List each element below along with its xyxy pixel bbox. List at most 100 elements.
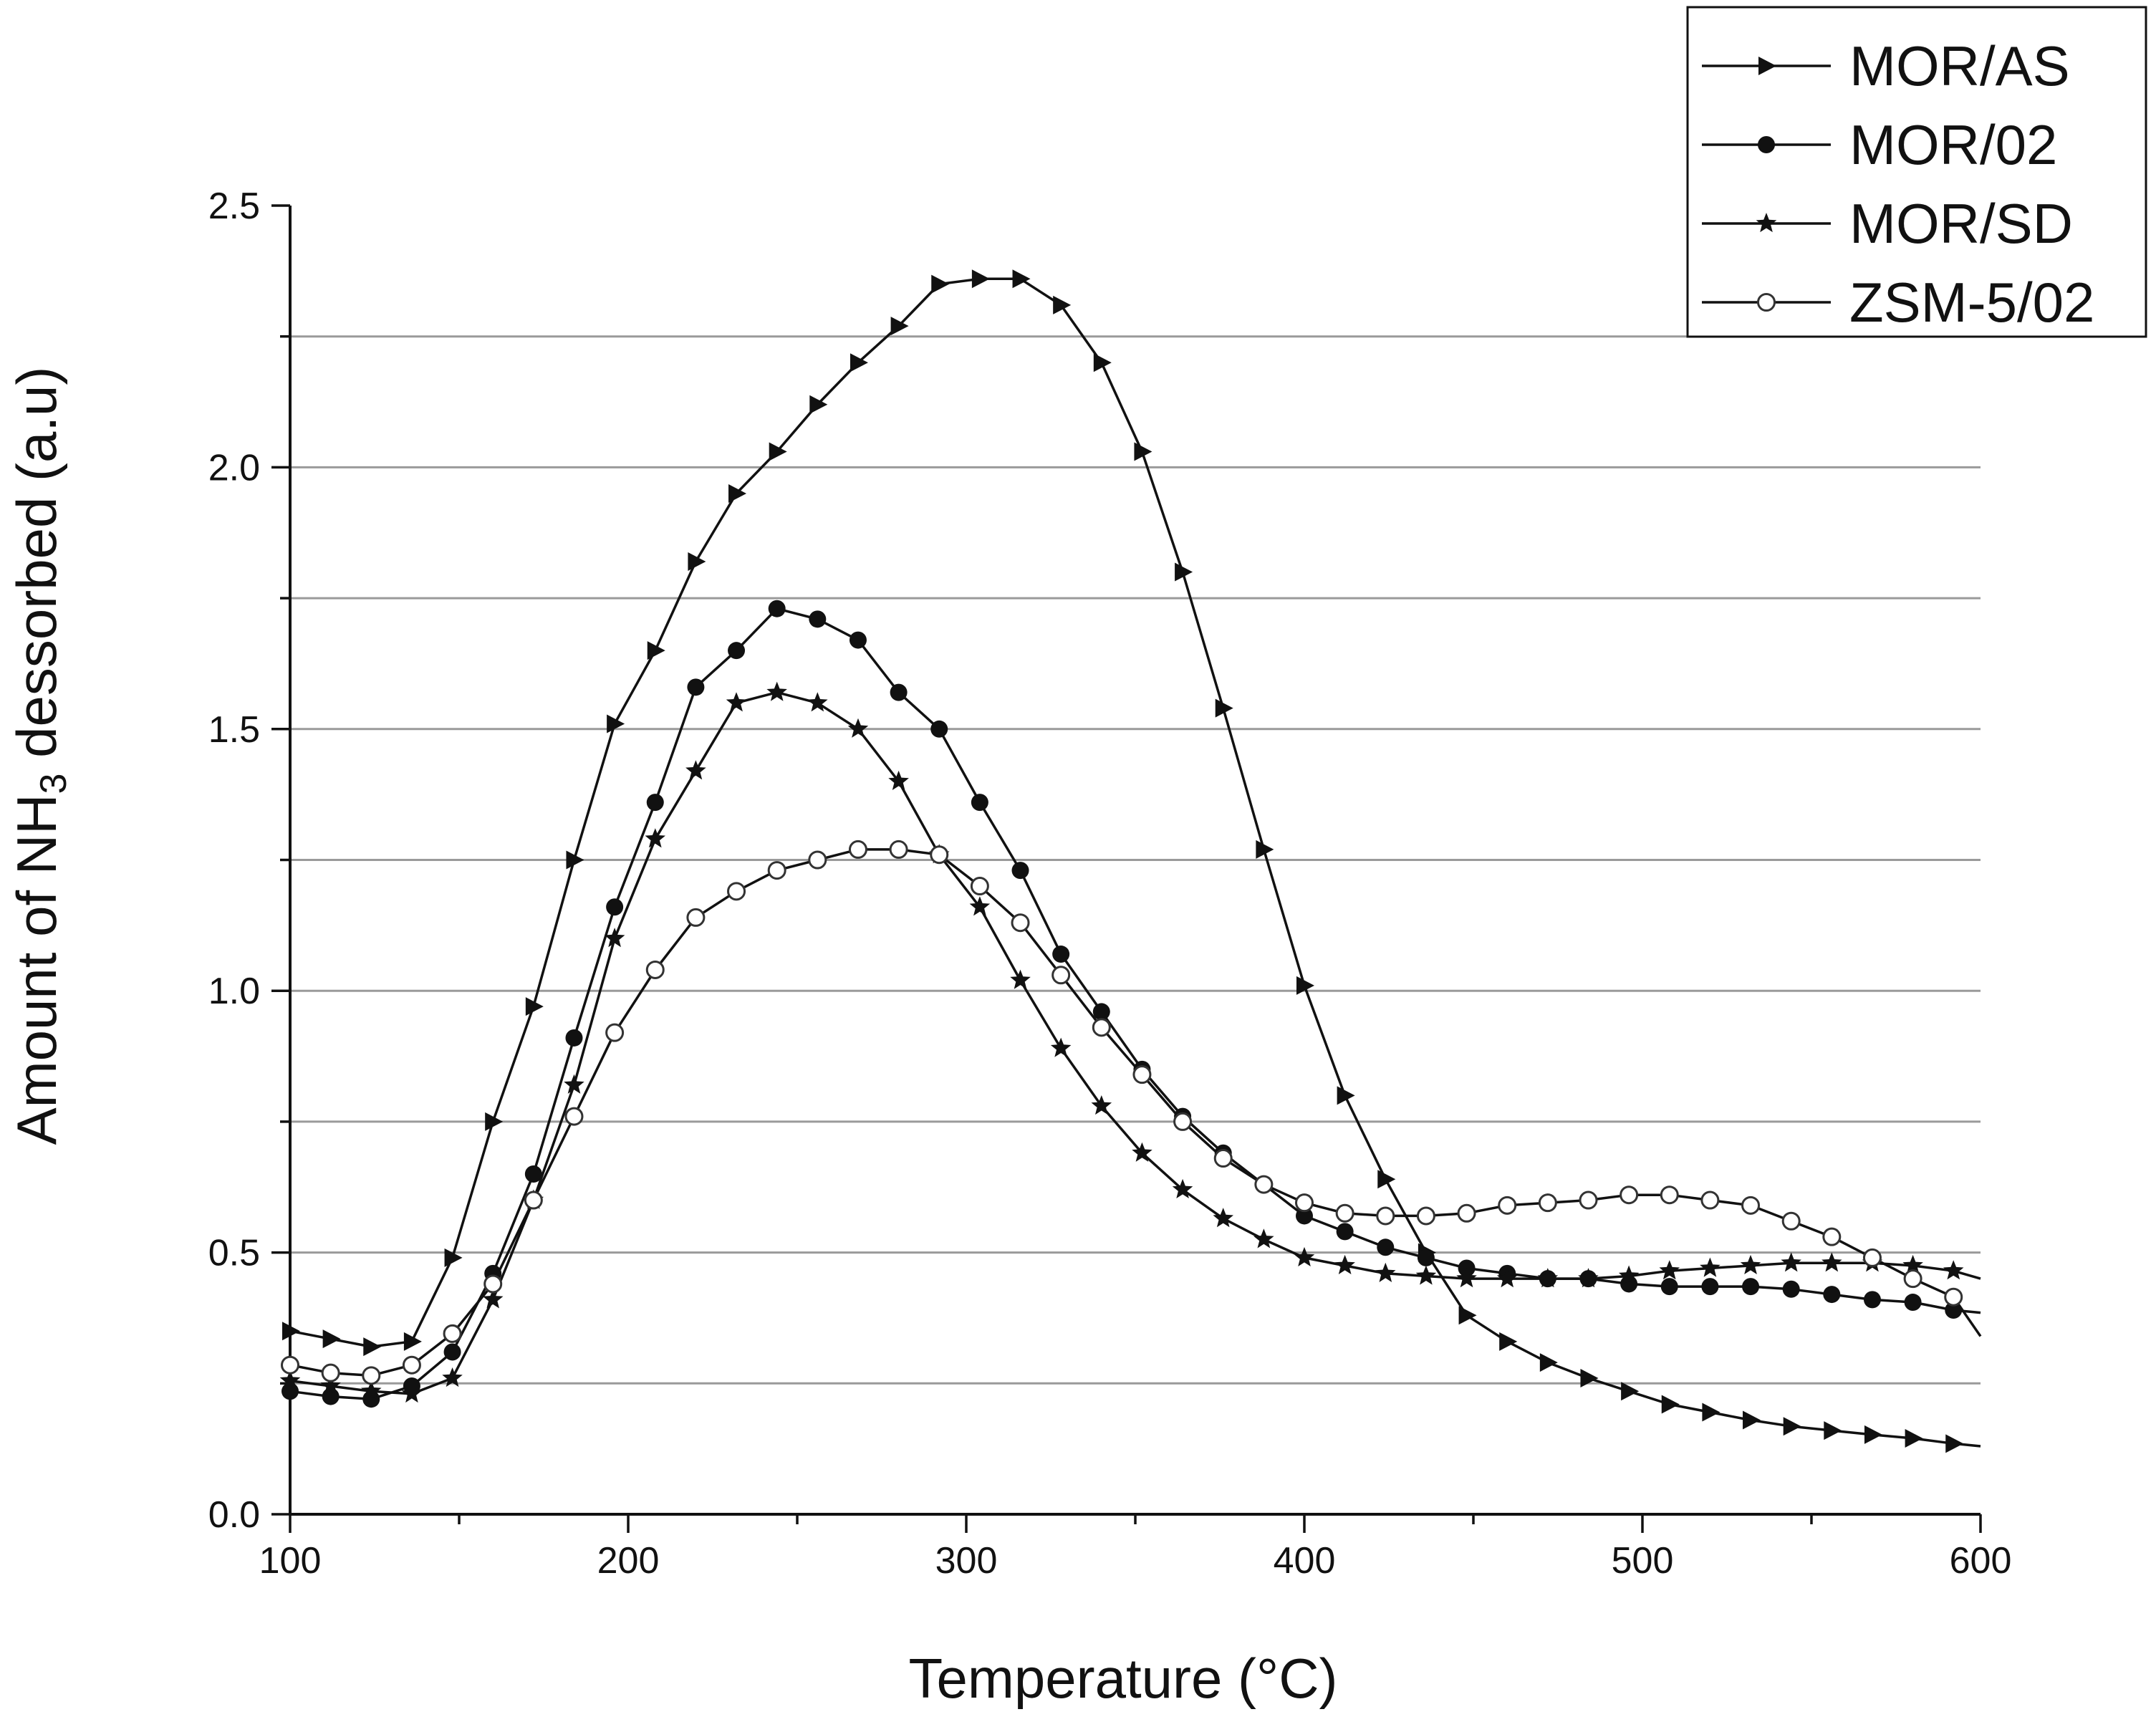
data-point-mor-02 bbox=[646, 794, 664, 812]
data-point-zsm-5-02 bbox=[483, 1274, 503, 1294]
data-point-zsm-5-02 bbox=[1944, 1287, 1963, 1307]
y-axis-title: Amount of NH3 dessorbed (a.u) bbox=[5, 367, 74, 1145]
data-point-mor-02 bbox=[930, 720, 948, 738]
data-point-mor-sd bbox=[1294, 1246, 1315, 1266]
data-point-mor-sd bbox=[1578, 1268, 1599, 1288]
data-point-mor-02 bbox=[1742, 1278, 1760, 1296]
legend: MOR/AS MOR/02 MOR/SD ZSM-5/02 bbox=[1686, 6, 2147, 338]
data-point-mor-as bbox=[1337, 1086, 1355, 1105]
legend-marker-mor-as bbox=[1758, 57, 1776, 75]
data-point-mor-as bbox=[566, 850, 584, 870]
data-point-zsm-5-02 bbox=[1498, 1196, 1517, 1215]
data-point-zsm-5-02 bbox=[605, 1023, 625, 1042]
data-point-mor-sd bbox=[1740, 1254, 1761, 1274]
y-axis-title-part-1: Amount of NH bbox=[5, 794, 68, 1145]
x-tick-label: 600 bbox=[1950, 1540, 2012, 1582]
data-point-zsm-5-02 bbox=[808, 850, 827, 870]
data-point-mor-02 bbox=[1092, 1003, 1110, 1021]
y-axis-title-subscript: 3 bbox=[33, 774, 74, 794]
data-point-mor-sd bbox=[1821, 1252, 1842, 1272]
data-point-mor-02 bbox=[1823, 1286, 1841, 1304]
legend-label-mor-02: MOR/02 bbox=[1849, 113, 2057, 176]
data-point-mor-sd bbox=[1537, 1268, 1559, 1288]
data-point-zsm-5-02 bbox=[1051, 966, 1071, 985]
y-tick-label: 1.5 bbox=[208, 709, 260, 751]
data-point-mor-as bbox=[1864, 1425, 1882, 1444]
data-point-mor-as bbox=[1134, 442, 1152, 461]
data-point-zsm-5-02 bbox=[281, 1355, 299, 1375]
data-point-mor-02 bbox=[524, 1165, 542, 1183]
data-point-mor-sd bbox=[645, 828, 665, 848]
data-point-mor-as bbox=[1256, 840, 1274, 859]
x-tick-label: 200 bbox=[597, 1540, 660, 1582]
data-point-mor-as bbox=[1824, 1421, 1842, 1440]
legend-symbol bbox=[1756, 213, 1777, 233]
data-point-mor-as bbox=[1783, 1417, 1801, 1436]
data-point-zsm-5-02 bbox=[1132, 1065, 1152, 1084]
data-point-mor-sd bbox=[279, 1370, 301, 1390]
data-point-mor-sd bbox=[1375, 1262, 1396, 1282]
data-point-mor-as bbox=[769, 442, 787, 461]
data-point-mor-sd bbox=[685, 760, 706, 780]
data-point-zsm-5-02 bbox=[1903, 1269, 1922, 1289]
data-point-mor-02 bbox=[1052, 946, 1070, 963]
data-point-mor-as bbox=[1945, 1434, 1964, 1453]
data-point-mor-as bbox=[647, 641, 665, 660]
data-point-mor-02 bbox=[1296, 1207, 1313, 1225]
data-point-zsm-5-02 bbox=[686, 908, 706, 927]
data-point-mor-sd bbox=[1496, 1268, 1518, 1288]
data-point-zsm-5-02 bbox=[1620, 1185, 1639, 1205]
series-mor-02 bbox=[281, 600, 1981, 1408]
data-point-zsm-5-02 bbox=[564, 1107, 584, 1126]
data-point-mor-as bbox=[1499, 1332, 1518, 1351]
data-point-mor-as bbox=[1621, 1382, 1640, 1401]
data-point-mor-02 bbox=[1904, 1294, 1922, 1312]
data-point-mor-sd bbox=[1091, 1095, 1112, 1115]
data-point-zsm-5-02 bbox=[1254, 1175, 1274, 1194]
data-point-mor-02 bbox=[1701, 1278, 1719, 1296]
data-point-zsm-5-02 bbox=[727, 882, 746, 901]
data-point-zsm-5-02 bbox=[767, 861, 786, 880]
legend-item-mor-as: MOR/AS bbox=[1702, 34, 2070, 97]
y-tick-label: 1.0 bbox=[208, 971, 260, 1012]
data-point-mor-as bbox=[1215, 698, 1233, 718]
data-point-zsm-5-02 bbox=[1822, 1227, 1842, 1246]
data-point-mor-as bbox=[485, 1112, 504, 1131]
data-point-zsm-5-02 bbox=[1011, 913, 1030, 933]
data-point-mor-sd bbox=[766, 681, 787, 701]
data-point-mor-02 bbox=[1863, 1291, 1881, 1309]
data-point-mor-sd bbox=[1618, 1265, 1640, 1285]
data-point-mor-02 bbox=[849, 631, 867, 649]
data-point-zsm-5-02 bbox=[930, 845, 949, 865]
x-tick-label: 400 bbox=[1274, 1540, 1336, 1582]
data-point-mor-as bbox=[1296, 976, 1314, 995]
data-point-zsm-5-02 bbox=[1173, 1112, 1193, 1131]
data-point-zsm-5-02 bbox=[321, 1363, 340, 1382]
data-point-zsm-5-02 bbox=[1660, 1185, 1679, 1205]
legend-item-mor-sd: MOR/SD bbox=[1702, 192, 2073, 255]
data-point-mor-02 bbox=[1377, 1238, 1395, 1256]
data-point-mor-as bbox=[1539, 1353, 1558, 1372]
data-point-zsm-5-02 bbox=[1700, 1190, 1720, 1210]
data-point-mor-as bbox=[363, 1337, 382, 1357]
data-point-zsm-5-02 bbox=[1741, 1196, 1761, 1215]
data-point-mor-sd bbox=[1415, 1265, 1437, 1285]
data-point-mor-as bbox=[1093, 353, 1112, 372]
data-point-mor-sd bbox=[1659, 1260, 1680, 1280]
data-point-zsm-5-02 bbox=[1213, 1149, 1233, 1168]
data-point-mor-sd bbox=[1132, 1142, 1152, 1162]
data-point-mor-as bbox=[1905, 1429, 1923, 1448]
legend-marker-mor-02 bbox=[1758, 136, 1775, 153]
data-point-mor-02 bbox=[1782, 1280, 1800, 1298]
data-point-mor-as bbox=[1377, 1170, 1396, 1189]
data-point-zsm-5-02 bbox=[848, 840, 867, 859]
data-point-mor-sd bbox=[1456, 1268, 1477, 1288]
x-tick-label: 100 bbox=[259, 1540, 322, 1582]
data-point-mor-as bbox=[728, 484, 747, 503]
data-point-mor-02 bbox=[606, 898, 624, 916]
legend-symbol bbox=[1758, 136, 1775, 153]
data-point-zsm-5-02 bbox=[970, 877, 989, 896]
x-tick-label: 300 bbox=[935, 1540, 998, 1582]
data-point-mor-sd bbox=[564, 1074, 584, 1094]
